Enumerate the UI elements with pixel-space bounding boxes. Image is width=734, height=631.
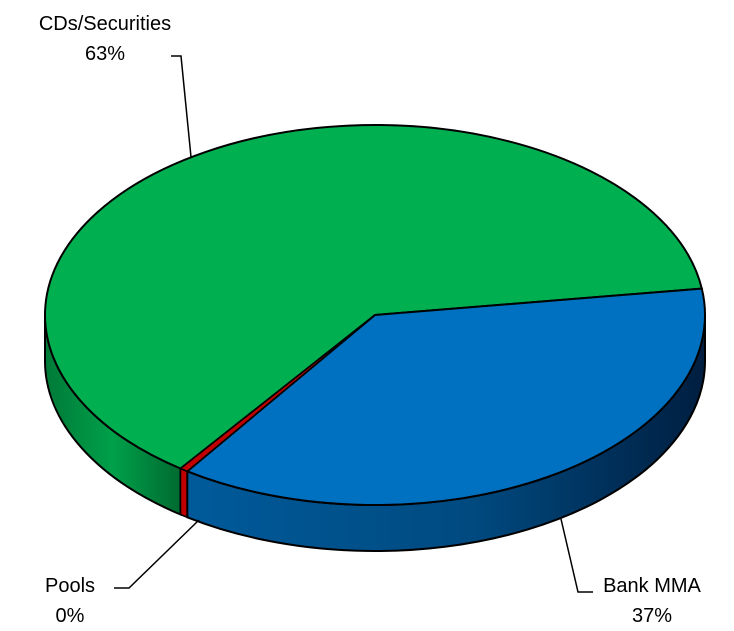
label-bank-mma-name: Bank MMA [603, 575, 701, 597]
leader-line-pools [114, 519, 200, 589]
slice-side-pools [179, 467, 189, 519]
pie-tops [44, 124, 707, 507]
label-cds-securities-name: CDs/Securities [39, 13, 171, 35]
label-bank-mma-percent: 37% [632, 605, 672, 627]
leader-lines [114, 55, 593, 593]
label-cds-securities-percent: 63% [85, 43, 125, 65]
label-pools-name: Pools [45, 575, 95, 597]
leader-line-bank-mma [560, 518, 593, 593]
data-labels: CDs/Securities 63% Bank MMA 37% Pools 0% [39, 13, 702, 627]
leader-line-cds-securities [171, 55, 192, 158]
label-pools-percent: 0% [56, 605, 85, 627]
slice-pools [179, 314, 376, 473]
slice-bank-mma [185, 287, 707, 507]
slice-cds-securities [44, 124, 704, 470]
